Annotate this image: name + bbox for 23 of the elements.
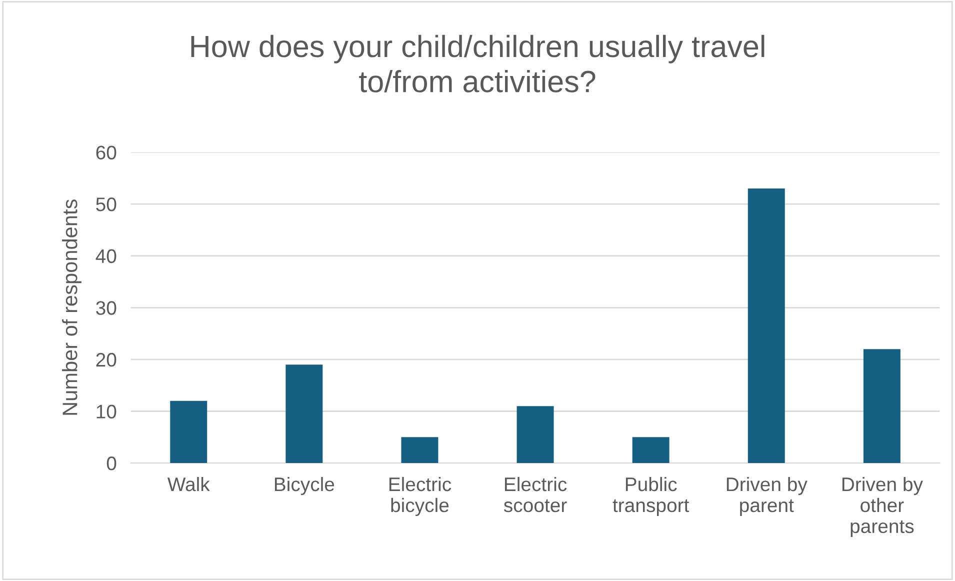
y-tick-label: 10 — [96, 404, 116, 418]
x-tick-label: Electric scooter — [504, 476, 567, 512]
bar — [632, 437, 670, 464]
y-axis-title: Number of respondents — [62, 200, 82, 415]
bar — [748, 188, 785, 464]
bar — [170, 400, 208, 464]
bar — [516, 406, 554, 464]
x-tick-label: Driven by parent — [726, 476, 808, 516]
x-tick-label: Walk — [167, 476, 210, 492]
y-tick-label: 60 — [96, 146, 116, 160]
y-tick-label: 30 — [96, 301, 116, 315]
x-tick-label: Bicycle — [274, 476, 334, 496]
y-tick-label: 40 — [96, 249, 116, 264]
bar — [401, 437, 438, 464]
x-tick-label: Driven by other parents — [842, 476, 923, 537]
bar — [863, 349, 900, 464]
y-tick-label: 0 — [106, 456, 116, 470]
y-tick-label: 20 — [96, 352, 116, 367]
bar — [286, 364, 323, 464]
x-tick-label: Electric bicycle — [389, 476, 452, 516]
x-tick-label: Public transport — [612, 476, 690, 516]
chart-title: How does your child/children usually travel to/from activities? — [191, 34, 764, 92]
y-tick-label: 50 — [96, 197, 116, 212]
